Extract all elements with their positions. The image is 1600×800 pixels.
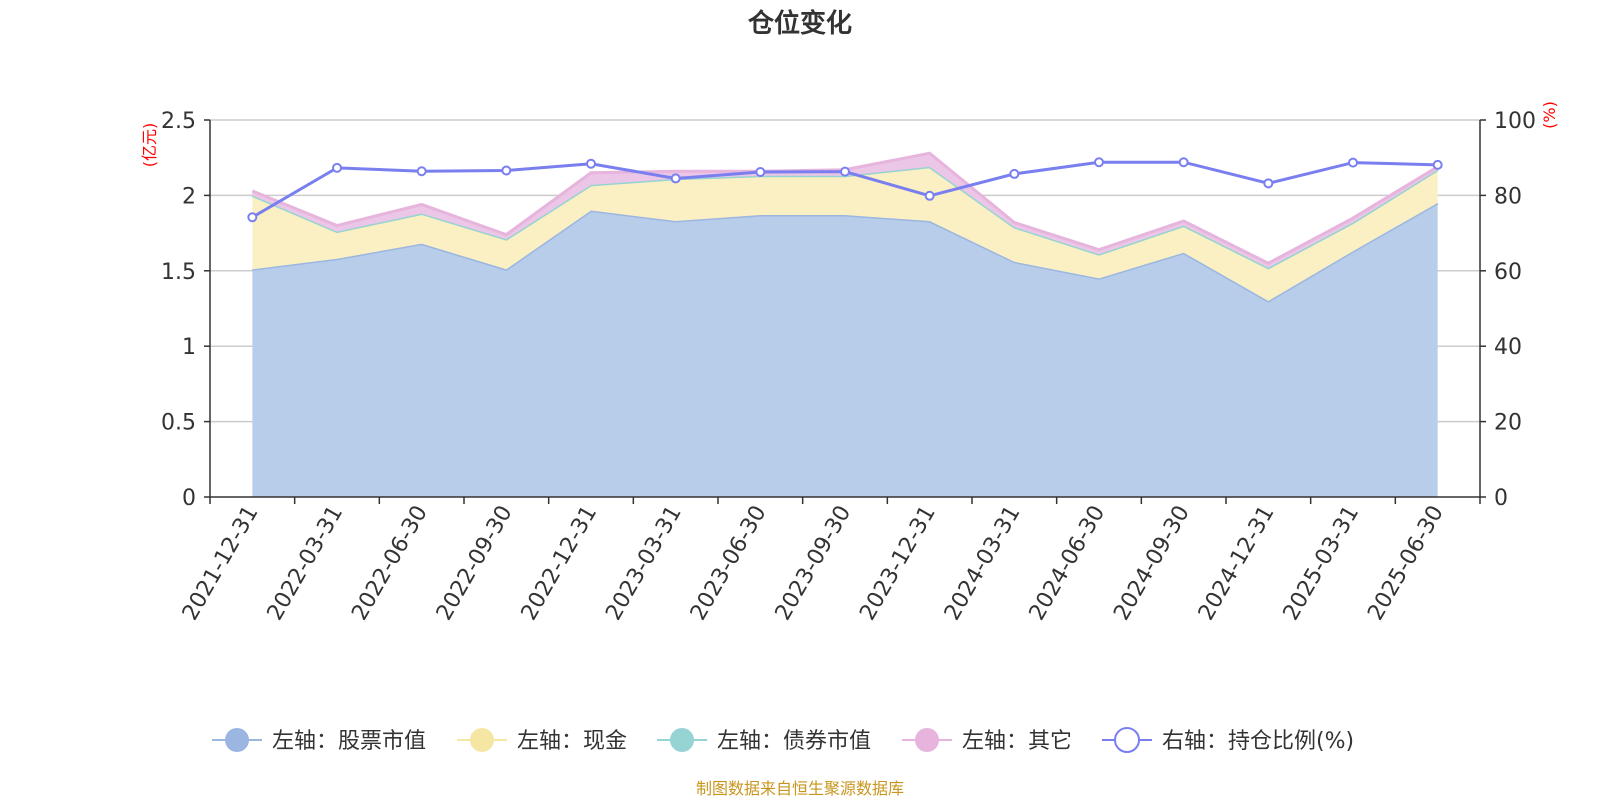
legend-marker-2 [670,728,694,752]
right-tick-label-5: 100 [1494,109,1536,134]
x-tick-label-14: 2025-06-30 [1363,502,1449,625]
area-0 [252,202,1438,497]
chart-title: 仓位变化 [747,8,852,39]
legend-label-0: 左轴：股票市值 [272,729,426,754]
legend-label-3: 左轴：其它 [962,729,1072,754]
x-tick-label-0: 2021-12-31 [178,502,264,625]
x-tick-label-6: 2023-06-30 [686,502,772,625]
right-tick-label-1: 20 [1494,411,1522,436]
legend-item-2: 左轴：债券市值 [657,728,871,754]
legend-marker-4 [1114,727,1140,753]
ratio-point-0 [247,212,258,223]
left-tick-label-2: 1 [182,335,196,360]
ratio-point-1 [332,162,342,173]
x-tick-label-13: 2025-03-31 [1279,502,1365,625]
ratio-point-10 [1094,157,1104,168]
x-tick-label-5: 2023-03-31 [601,502,687,625]
legend: 左轴：股票市值 左轴：现金 左轴：债券市值 左轴：其它 右轴：持仓比例(%) [212,727,1354,754]
legend-item-0: 左轴：股票市值 [212,728,426,754]
legend-label-4: 右轴：持仓比例(%) [1162,729,1354,754]
left-tick-label-1: 0.5 [161,411,196,436]
ratio-point-12 [1263,178,1274,189]
x-tick-label-3: 2022-09-30 [432,502,518,625]
ratio-point-5 [670,173,681,184]
legend-item-4: 右轴：持仓比例(%) [1102,727,1354,754]
line-series [247,157,1443,223]
legend-label-2: 左轴：债券市值 [717,729,871,754]
ratio-point-2 [416,166,427,177]
left-tick-label-5: 2.5 [161,109,196,134]
ratio-point-7 [840,166,850,177]
right-tick-label-2: 40 [1494,335,1522,360]
left-tick-label-4: 2 [182,184,196,209]
legend-item-1: 左轴：现金 [457,728,627,754]
x-tick-label-11: 2024-09-30 [1109,502,1195,625]
x-tick-label-10: 2024-06-30 [1025,502,1111,625]
area-1 [252,166,1438,301]
ratio-point-14 [1432,159,1443,170]
right-tick-label-0: 0 [1494,486,1508,511]
ratio-point-9 [1009,168,1020,179]
legend-marker-1 [470,728,494,752]
left-axis-unit: (亿元) [140,123,159,168]
legend-label-1: 左轴：现金 [517,729,627,754]
right-axis-unit: (%) [1540,101,1559,129]
area-series [251,151,1439,497]
left-tick-label-0: 0 [182,486,196,511]
x-tick-label-12: 2024-12-31 [1194,502,1280,625]
ratio-point-3 [501,165,512,176]
right-tick-label-3: 60 [1494,260,1522,285]
ratio-point-6 [755,167,766,178]
ratio-point-11 [1178,157,1189,168]
left-tick-label-3: 1.5 [161,260,196,285]
legend-item-3: 左轴：其它 [902,728,1072,754]
source-note: 制图数据来自恒生聚源数据库 [696,779,904,798]
x-tick-label-7: 2023-09-30 [771,502,857,625]
ratio-point-13 [1348,157,1358,168]
area-3 [252,153,1438,268]
legend-marker-3 [915,728,939,752]
x-tick-label-1: 2022-03-31 [263,502,349,625]
x-tick-label-8: 2023-12-31 [855,502,941,625]
legend-marker-0 [225,728,249,752]
right-tick-label-4: 80 [1494,184,1522,209]
x-tick-label-2: 2022-06-30 [347,501,433,624]
ratio-point-8 [924,190,935,201]
x-tick-label-9: 2024-03-31 [940,501,1026,624]
ratio-point-4 [586,158,596,169]
x-tick-label-4: 2022-12-31 [517,502,603,625]
